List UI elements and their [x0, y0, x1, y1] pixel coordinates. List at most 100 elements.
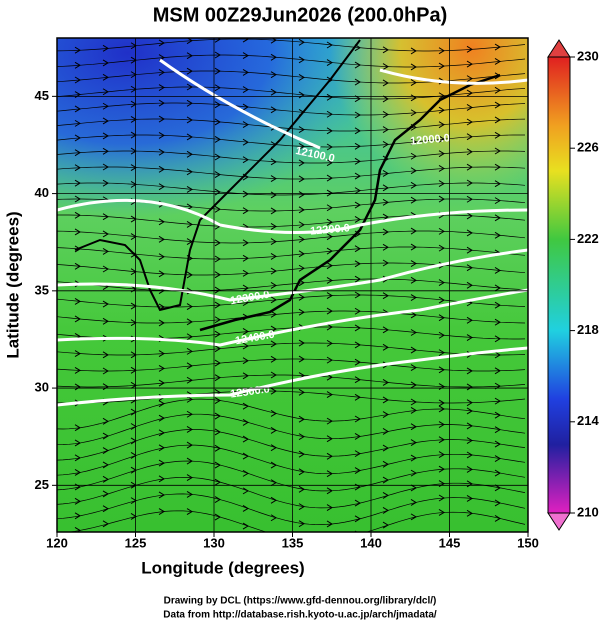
- stream-arrow: [270, 496, 277, 504]
- stream-arrow: [382, 140, 389, 148]
- stream-arrow: [326, 470, 333, 478]
- stream-arrow: [186, 362, 193, 370]
- stream-arrow: [354, 216, 361, 223]
- stream-arrow: [130, 147, 137, 155]
- stream-arrow: [298, 339, 305, 347]
- stream-arrow: [466, 118, 473, 126]
- stream-arrow: [242, 469, 249, 477]
- stream-arrow: [354, 78, 361, 86]
- stream-arrow: [466, 334, 473, 341]
- stream-arrow: [354, 499, 361, 507]
- stream-arrow: [102, 300, 109, 308]
- stream-arrow: [410, 79, 417, 87]
- stream-arrow: [438, 331, 445, 339]
- colorbar-tick-label: 226: [577, 140, 599, 155]
- stream-arrow: [438, 121, 445, 129]
- stream-arrow: [466, 383, 473, 391]
- stream-arrow: [270, 296, 277, 304]
- stream-arrow: [298, 221, 305, 229]
- stream-arrow: [242, 207, 249, 215]
- stream-arrow: [494, 301, 501, 309]
- stream-arrow: [270, 514, 277, 522]
- stream-arrow: [102, 351, 109, 359]
- stream-arrow: [438, 279, 445, 287]
- stream-arrow: [354, 275, 361, 283]
- stream-arrow: [242, 269, 249, 277]
- stream-arrow: [158, 183, 165, 191]
- y-axis-label: Latitude (degrees): [3, 211, 22, 358]
- stream-arrow: [326, 174, 333, 182]
- stream-arrow: [438, 494, 445, 502]
- stream-arrow: [326, 247, 333, 255]
- stream-arrow: [382, 126, 389, 134]
- stream-arrow: [298, 250, 305, 258]
- stream-arrow: [270, 267, 277, 275]
- coastline: [199, 73, 501, 332]
- stream-arrow: [270, 355, 277, 363]
- stream-arrow: [74, 149, 81, 157]
- stream-arrow: [466, 148, 473, 156]
- stream-arrow: [494, 455, 501, 462]
- stream-arrow: [130, 437, 137, 445]
- stream-arrow: [214, 478, 221, 486]
- stream-arrow: [74, 228, 81, 236]
- stream-arrow: [382, 228, 389, 236]
- stream-arrow: [158, 253, 165, 261]
- stream-arrow: [186, 116, 193, 124]
- stream-arrow: [74, 76, 81, 84]
- stream-arrow: [270, 88, 277, 96]
- stream-arrow: [158, 379, 165, 387]
- stream-arrow: [382, 213, 389, 221]
- stream-arrow: [410, 94, 417, 102]
- stream-arrow: [214, 412, 221, 420]
- stream-arrow: [186, 376, 193, 384]
- stream-arrow: [410, 364, 417, 372]
- stream-arrow: [326, 59, 333, 67]
- stream-arrow: [186, 168, 193, 176]
- stream-arrow: [326, 143, 333, 151]
- stream-arrow: [382, 343, 389, 351]
- stream-arrow: [186, 220, 193, 228]
- stream-arrow: [158, 68, 165, 76]
- stream-arrow: [326, 159, 333, 167]
- stream-arrow: [158, 148, 165, 156]
- stream-arrow: [354, 111, 361, 119]
- x-tick-label: 130: [203, 535, 225, 550]
- x-tick-label: 135: [282, 535, 304, 550]
- stream-arrow: [102, 179, 109, 187]
- title: MSM 00Z29Jun2026 (200.0hPa): [153, 4, 448, 26]
- x-tick-label: 140: [360, 535, 382, 550]
- credit: Drawing by DCL (https://www.gfd-dennou.o…: [164, 596, 437, 607]
- stream-arrow: [382, 184, 389, 192]
- stream-arrow: [410, 243, 417, 251]
- colorbar-bottom-arrow: [547, 512, 571, 531]
- stream-arrow: [158, 235, 165, 243]
- stream-arrow: [130, 268, 137, 276]
- stream-arrow: [214, 205, 221, 213]
- stream-arrow: [214, 135, 221, 143]
- stream-arrow: [270, 71, 277, 79]
- stream-arrow: [382, 95, 389, 103]
- stream-arrow: [102, 117, 109, 125]
- stream-arrow: [354, 142, 361, 150]
- stream-arrow: [410, 227, 417, 235]
- stream-arrow: [158, 131, 165, 139]
- axes: 120 125 130 135 140 145 150 25 30 35 40 45: [35, 38, 539, 550]
- stream-arrow: [130, 42, 137, 50]
- stream-arrow: [102, 447, 109, 454]
- stream-arrow: [326, 41, 333, 49]
- stream-arrow: [270, 106, 277, 114]
- stream-arrow: [242, 239, 249, 247]
- stream-arrow: [130, 233, 137, 241]
- stream-arrow: [298, 235, 305, 243]
- stream-arrow: [382, 198, 389, 206]
- stream-arrow: [102, 59, 109, 67]
- stream-arrow: [298, 485, 305, 493]
- stream-arrow: [410, 406, 417, 414]
- stream-arrow: [74, 454, 81, 462]
- stream-arrow: [158, 429, 165, 437]
- stream-arrow: [214, 271, 221, 279]
- stream-arrow: [102, 147, 109, 155]
- contour-label: 12500.0: [229, 383, 270, 400]
